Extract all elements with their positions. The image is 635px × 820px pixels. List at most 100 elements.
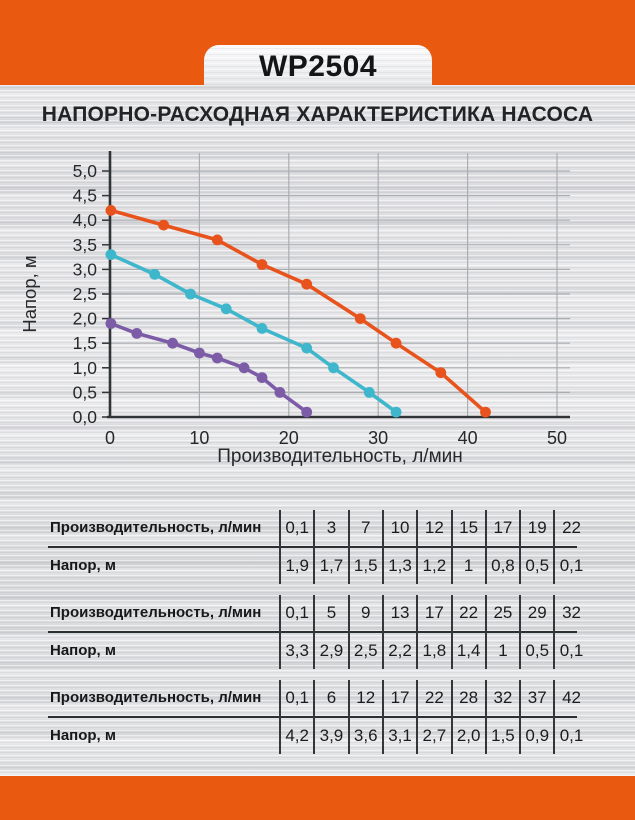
table-column-divider	[416, 510, 419, 584]
data-point	[301, 278, 313, 290]
chart-series-curve-mid-head	[105, 249, 402, 418]
table-cell: 19	[527, 518, 547, 537]
table-mid-line	[48, 631, 577, 633]
table-column-divider	[519, 680, 522, 754]
table-cell: 17	[424, 603, 444, 622]
table-mid-line	[48, 716, 577, 718]
table-column-divider	[519, 595, 522, 669]
data-point	[354, 313, 366, 324]
data-point	[158, 219, 170, 231]
table-mid-line	[48, 546, 577, 548]
table-cell: 1,4	[456, 641, 481, 660]
table-cell: 12	[356, 688, 376, 707]
table-cell: 3	[326, 518, 337, 537]
data-point	[211, 352, 223, 364]
table-cell: 17	[493, 518, 513, 537]
table-row-label: Напор, м	[50, 557, 116, 574]
data-point	[105, 318, 117, 329]
svg-text:20: 20	[279, 428, 299, 448]
table-cell: 12	[424, 518, 444, 537]
table-cell: 1,3	[388, 556, 412, 575]
table-cell: 2,9	[319, 641, 344, 660]
table-row-label: Напор, м	[50, 642, 116, 659]
data-point	[149, 268, 161, 280]
chart-axes	[102, 151, 570, 419]
table-cell: 13	[390, 603, 410, 622]
table-column-divider	[381, 595, 384, 669]
data-point	[167, 337, 179, 349]
data-point	[256, 259, 268, 270]
table-cell: 15	[459, 518, 479, 537]
table-column-divider	[313, 680, 316, 754]
table-row-label: Производительность, л/мин	[50, 519, 262, 536]
table-column-divider	[484, 510, 487, 584]
table-row: Производительность, л/мин 0,1 6 12 17 22 28 32 3…	[48, 679, 589, 717]
table-cell: 10	[390, 518, 410, 537]
table-row-label: Производительность, л/мин	[50, 604, 262, 621]
svg-text:0: 0	[105, 428, 115, 448]
table-cell: 3,1	[388, 726, 412, 745]
table-cell: 6	[326, 688, 337, 707]
data-point	[301, 342, 313, 354]
table-column-divider	[279, 510, 281, 584]
table-cell: 42	[562, 688, 581, 707]
svg-text:0,5: 0,5	[73, 382, 97, 402]
table-cell: 0,1	[285, 603, 309, 622]
table-column-divider	[553, 680, 556, 754]
table-cell: 22	[459, 603, 479, 622]
x-tick-labels: 0 10 20 30 40 50	[105, 428, 567, 448]
chart-series-curve-low-head	[105, 318, 313, 418]
table-cell: 2,5	[353, 641, 378, 660]
table-column-divider	[381, 510, 384, 584]
table-column-divider	[450, 595, 453, 669]
svg-text:1,0: 1,0	[73, 358, 98, 378]
data-point	[131, 328, 143, 339]
table-cell: 1,7	[319, 556, 344, 575]
table-cell: 3,6	[353, 726, 378, 745]
data-point	[105, 249, 117, 260]
data-point	[301, 406, 313, 418]
series-line	[109, 208, 488, 414]
svg-text:4,0: 4,0	[73, 210, 98, 230]
table-cell: 1,8	[422, 641, 447, 660]
data-point	[256, 323, 268, 334]
svg-text:40: 40	[458, 428, 478, 448]
table-column-divider	[416, 680, 419, 754]
table-row: Производительность, л/мин 0,1 3 7 10 12 15 17 19…	[48, 509, 589, 547]
model-tab: WP2504	[204, 45, 432, 86]
data-point	[105, 205, 117, 216]
chart-grid	[110, 153, 570, 417]
data-point	[480, 406, 491, 418]
svg-text:2,5: 2,5	[73, 284, 97, 304]
table-column-divider	[347, 595, 350, 669]
y-axis-title: Напор, м	[19, 255, 40, 332]
table-column-divider	[313, 595, 316, 669]
bottom-orange-band	[0, 776, 635, 820]
spec-tables: Производительность, л/мин 0,1 3 7 10 12 15 17 19…	[48, 509, 589, 764]
table-cell: 3,9	[319, 726, 344, 745]
data-point	[435, 367, 447, 379]
table-column-divider	[279, 680, 281, 754]
data-point	[220, 303, 232, 315]
svg-text:3,5: 3,5	[73, 235, 97, 255]
svg-text:4,5: 4,5	[73, 186, 97, 206]
spec-table: Производительность, л/мин 0,1 6 12 17 22 28 32 3…	[48, 679, 589, 755]
table-cell: 1,2	[422, 556, 447, 575]
data-point	[194, 347, 205, 359]
svg-text:0,0: 0,0	[73, 407, 98, 427]
table-column-divider	[416, 595, 419, 669]
table-column-divider	[279, 595, 281, 669]
spec-table: Производительность, л/мин 0,1 5 9 13 17 22 25 29…	[48, 594, 589, 670]
table-column-divider	[450, 510, 453, 584]
svg-text:5,0: 5,0	[73, 161, 98, 181]
data-point	[238, 362, 250, 374]
table-row: Напор, м 1,9 1,7 1,5 1,3 1,2 1 0,8 0,5 0,1	[48, 547, 589, 585]
pump-curve-chart: 0,0 0,5 1,0 1,5 2,0 2,5 3,0 3,5 4,0 4,5 5,0 0 10 20 30…	[19, 151, 570, 467]
table-column-divider	[553, 595, 556, 669]
table-column-divider	[553, 510, 556, 584]
table-row-label: Напор, м	[50, 727, 116, 744]
table-row: Напор, м 3,3 2,9 2,5 2,2 1,8 1,4 1 0,5 0,1	[48, 632, 589, 670]
table-cell: 1,5	[491, 726, 515, 745]
svg-text:3,0: 3,0	[73, 259, 98, 279]
